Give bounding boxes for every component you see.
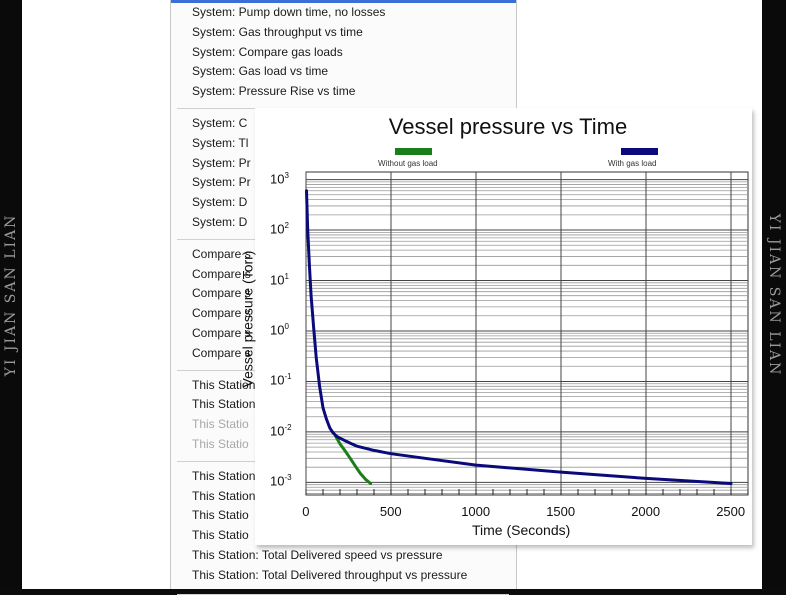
y-tick-base: 10 <box>270 271 285 287</box>
menu-item[interactable]: System: C <box>192 116 248 130</box>
y-tick-base: 10 <box>270 322 285 338</box>
y-tick-base: 10 <box>270 473 285 489</box>
menu-item[interactable]: Compare s <box>192 326 251 340</box>
y-tick-label: 101 <box>270 272 289 287</box>
y-tick-exponent: 1 <box>284 271 289 281</box>
menu-item[interactable]: This Station: Total Delivered speed vs p… <box>192 548 443 562</box>
y-tick-exponent: -2 <box>284 422 292 432</box>
x-tick-label: 500 <box>379 504 402 519</box>
y-tick-label: 103 <box>270 171 289 186</box>
chart-title: Vessel pressure vs Time <box>388 114 628 139</box>
x-tick-label: 1500 <box>546 504 576 519</box>
menu-item[interactable]: System: Gas load vs time <box>192 64 329 79</box>
menu-item[interactable]: This Station <box>192 397 256 412</box>
y-tick-exponent: 2 <box>284 221 289 231</box>
menu-item[interactable]: Compare s <box>192 345 251 360</box>
menu-item[interactable]: System: Tl <box>192 135 249 150</box>
y-tick-exponent: -1 <box>284 372 292 382</box>
legend-swatch-with-gas-load <box>621 148 658 155</box>
menu-item[interactable]: This Station: Total Delivered throughput… <box>192 567 468 582</box>
menu-item[interactable]: System: Gas throughput vs time <box>192 24 363 39</box>
left-border-strip: YI JIAN SAN LIAN <box>0 0 22 589</box>
legend-swatch-without-gas-load <box>395 148 432 155</box>
x-tick-label: 0 <box>302 504 310 519</box>
menu-item[interactable]: This Statio <box>192 528 249 543</box>
menu-item[interactable]: Compare s <box>192 286 251 301</box>
menu-selection-highlight <box>171 0 516 3</box>
menu-item[interactable]: System: D <box>192 195 248 210</box>
menu-item[interactable]: This Station <box>192 468 256 483</box>
watermark-right: YI JIAN SAN LIAN <box>766 213 782 376</box>
menu-item[interactable]: System: Pump down time, no losses <box>192 5 386 19</box>
menu-item[interactable]: System: Pr <box>192 175 251 190</box>
x-tick-label: 2500 <box>716 504 746 519</box>
y-tick-label: 10-3 <box>270 473 292 488</box>
x-tick-label: 2000 <box>631 504 661 519</box>
menu-item[interactable]: System: D <box>192 215 248 229</box>
menu-item[interactable]: Compare s <box>192 246 251 261</box>
series-line-without-gas-load <box>334 435 373 485</box>
chart-panel: Vessel pressure vs Time Without gas load… <box>239 108 752 545</box>
y-tick-exponent: -3 <box>284 473 292 483</box>
y-tick-exponent: 3 <box>284 170 289 180</box>
y-tick-base: 10 <box>270 221 285 237</box>
y-tick-base: 10 <box>270 170 285 186</box>
y-tick-label: 10-1 <box>270 372 292 387</box>
menu-item[interactable]: This Statio <box>192 417 249 432</box>
y-tick-label: 10-2 <box>270 423 292 438</box>
right-border-strip: YI JIAN SAN LIAN <box>762 0 786 589</box>
menu-item[interactable]: This Statio <box>192 437 249 451</box>
menu-separator <box>177 593 509 595</box>
y-tick-base: 10 <box>270 423 285 439</box>
menu-item[interactable]: System: Pressure Rise vs time <box>192 84 356 99</box>
menu-item[interactable]: Compare s <box>192 306 251 321</box>
menu-item[interactable]: Compare s <box>192 266 251 281</box>
y-tick-label: 100 <box>270 322 289 337</box>
legend-label-without-gas-load: Without gas load <box>378 159 438 168</box>
y-tick-base: 10 <box>270 372 285 388</box>
x-tick-label: 1000 <box>461 504 491 519</box>
watermark-left: YI JIAN SAN LIAN <box>3 213 19 376</box>
menu-item[interactable]: This Station <box>192 377 256 392</box>
plot-area <box>305 171 749 496</box>
y-tick-label: 102 <box>270 221 289 236</box>
menu-item[interactable]: System: Compare gas loads <box>192 44 343 59</box>
menu-item[interactable]: System: Pr <box>192 155 251 170</box>
x-axis-label: Time (Seconds) <box>472 522 571 538</box>
menu-item[interactable]: This Statio <box>192 508 249 523</box>
legend-label-with-gas-load: With gas load <box>608 159 657 168</box>
y-axis-label: Vessel pressure (Torr) <box>239 250 256 388</box>
menu-item[interactable]: This Station <box>192 488 256 503</box>
series-line-with-gas-load <box>305 189 733 485</box>
y-tick-exponent: 0 <box>284 321 289 331</box>
